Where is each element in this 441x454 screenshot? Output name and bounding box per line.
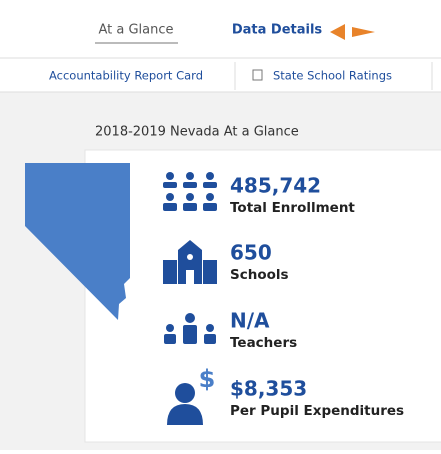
link[interactable]: Accountability Report Card — [49, 69, 203, 83]
teachers-icon — [164, 313, 216, 344]
tab[interactable]: At a Glance — [98, 23, 173, 38]
enrollment-icon — [163, 172, 217, 211]
stat-label: Teachers — [230, 335, 297, 351]
tab-bar — [0, 0, 441, 58]
expenditure-icon: $ — [167, 365, 215, 425]
stat-label: Per Pupil Expenditures — [230, 403, 404, 419]
arrow — [330, 24, 375, 40]
link-icon — [252, 69, 263, 81]
card — [84, 149, 441, 443]
heading: 2018-2019 Nevada At a Glance — [95, 125, 299, 140]
stat-value: 650 — [230, 241, 272, 265]
link[interactable]: State School Ratings — [273, 69, 392, 83]
tab-active[interactable]: Data Details — [232, 23, 323, 38]
link-bar — [0, 58, 441, 92]
stat-value: N/A — [230, 309, 270, 333]
nevada-map — [25, 163, 130, 320]
stat-label: Schools — [230, 267, 289, 283]
stat-value: 485,742 — [230, 174, 321, 198]
stat-label: Total Enrollment — [230, 200, 355, 216]
svg-text:$: $ — [199, 365, 216, 393]
stat-value: $8,353 — [230, 377, 307, 401]
school-icon — [163, 240, 217, 284]
